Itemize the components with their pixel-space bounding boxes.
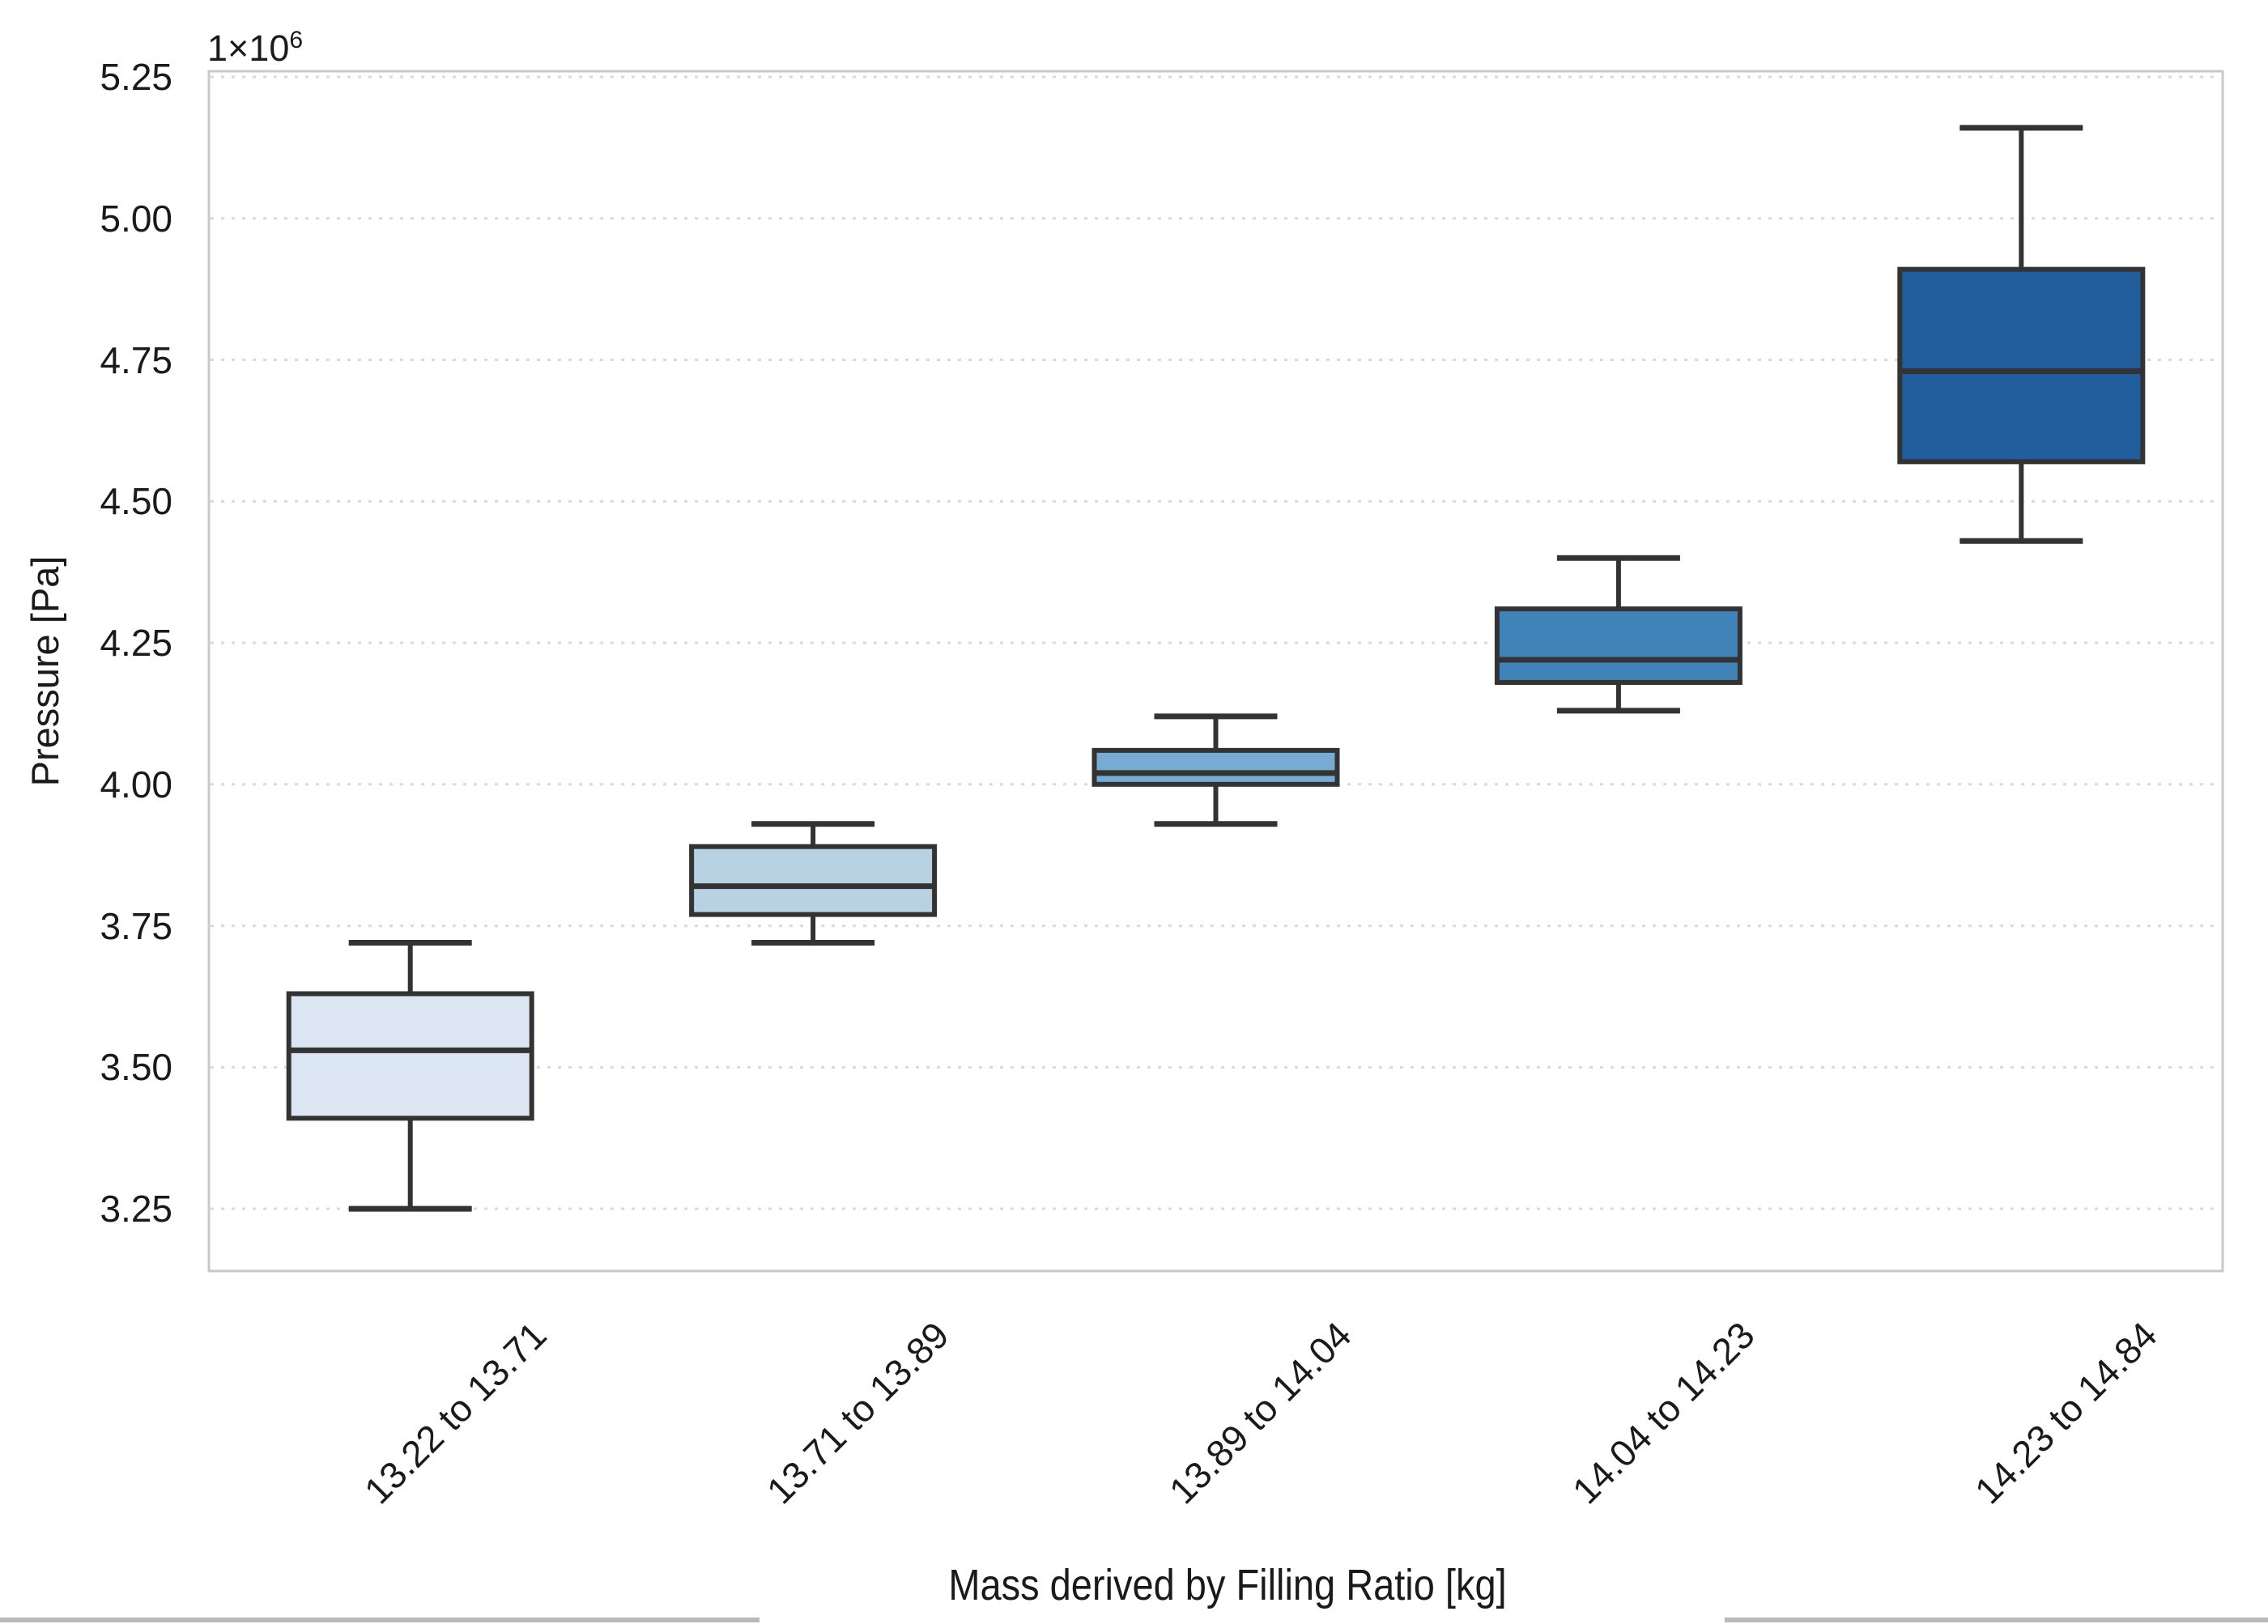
y-axis-offset-text: 1×106 — [207, 19, 303, 70]
iqr-box — [286, 991, 534, 1121]
offset-base: 1×10 — [207, 28, 290, 69]
y-tick-label: 4.25 — [100, 622, 172, 665]
y-tick-label: 4.00 — [100, 763, 172, 806]
y-tick-label: 3.75 — [100, 904, 172, 947]
x-axis-title: Mass derived by Filling Ratio [kg] — [948, 1561, 1507, 1609]
iqr-box — [1897, 266, 2146, 465]
y-tick-label: 5.00 — [100, 197, 172, 240]
y-tick-label: 4.75 — [100, 338, 172, 381]
y-tick-label: 3.25 — [100, 1188, 172, 1231]
box-group-1 — [286, 940, 534, 1212]
y-tick-label: 5.25 — [100, 55, 172, 98]
iqr-box — [1091, 747, 1340, 787]
window-edge-artifact — [1725, 1618, 2268, 1622]
box-group-5 — [1897, 125, 2146, 544]
box-group-4 — [1494, 555, 1742, 714]
y-tick-label: 3.50 — [100, 1046, 172, 1089]
iqr-box — [1494, 606, 1742, 685]
box-group-2 — [689, 821, 938, 946]
y-tick-label: 4.50 — [100, 480, 172, 523]
box-group-3 — [1091, 713, 1340, 827]
window-edge-artifact — [0, 1618, 760, 1622]
iqr-box — [689, 844, 938, 917]
offset-exponent: 6 — [289, 27, 304, 53]
y-axis-title: Pressure [Pa] — [23, 555, 66, 787]
plot-border — [207, 70, 2224, 1273]
